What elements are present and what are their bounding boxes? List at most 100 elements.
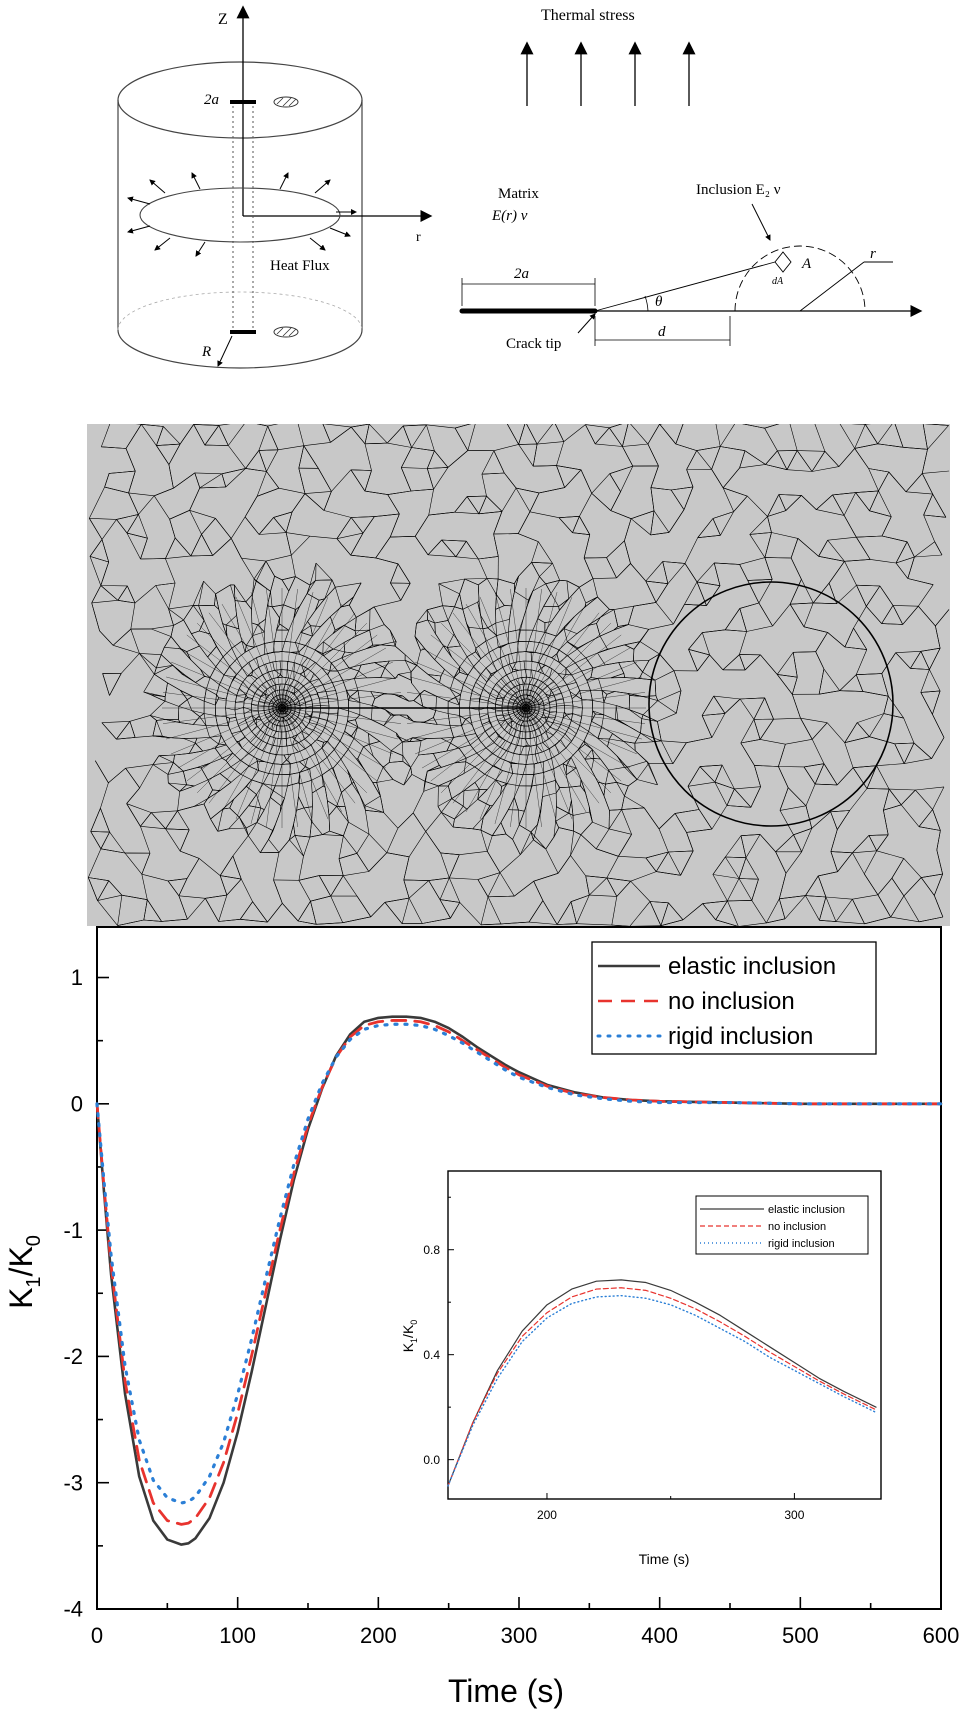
mesh-edge	[281, 592, 314, 709]
mesh-edge	[203, 798, 208, 805]
mesh-edge	[292, 742, 299, 746]
mesh-edge	[555, 700, 557, 707]
mesh-edge	[387, 425, 404, 444]
mesh-edge	[303, 681, 311, 687]
mesh-edge	[517, 695, 521, 699]
mesh-edge	[592, 578, 598, 598]
mesh-edge	[932, 786, 945, 810]
mesh-edge	[297, 424, 305, 446]
mesh-edge	[88, 877, 98, 901]
mesh-edge	[275, 689, 280, 692]
mesh-edge	[278, 702, 281, 705]
mesh-edge	[827, 632, 846, 648]
mesh-edge	[401, 467, 428, 469]
mesh-edge	[513, 700, 516, 704]
mesh-edge	[560, 739, 567, 749]
mesh-edge	[530, 718, 534, 721]
mesh-edge	[228, 725, 232, 734]
mesh-edge	[487, 694, 491, 701]
mesh-edge	[180, 648, 191, 660]
mesh-edge	[523, 660, 526, 670]
mesh-edge	[369, 741, 380, 745]
mesh-edge	[219, 875, 228, 896]
mesh-edge	[852, 767, 868, 789]
mesh-edge	[529, 690, 532, 696]
mesh-edge	[97, 880, 110, 901]
mesh-edge	[426, 424, 456, 429]
mesh-edge	[256, 487, 280, 497]
mesh-edge	[266, 695, 269, 699]
mesh-edge	[818, 540, 828, 557]
mesh-edge	[566, 682, 577, 686]
mesh-edge	[416, 609, 428, 624]
heat-flux-arrows	[127, 172, 357, 257]
mesh-edge	[811, 451, 826, 472]
mesh-edge	[852, 835, 870, 854]
mesh-edge	[272, 707, 277, 709]
mesh-edge	[526, 716, 529, 722]
mesh-edge	[283, 715, 287, 718]
crack-geometry-diagram: Thermal stress Matrix E(r) ν Inclusion E…	[459, 7, 923, 352]
mesh-edge	[536, 734, 542, 738]
mesh-edge	[494, 742, 501, 748]
mesh-edge	[531, 696, 534, 701]
mesh-edge	[344, 806, 349, 823]
mesh-edge	[327, 670, 331, 676]
mesh-edge	[199, 630, 211, 635]
mesh-edge	[287, 709, 292, 711]
mesh-edge	[888, 788, 902, 805]
mesh-edge	[282, 676, 289, 679]
mesh-edge	[286, 744, 293, 747]
mesh-edge	[579, 587, 587, 604]
mesh-edge	[527, 716, 531, 721]
mesh-edge	[675, 809, 700, 814]
mesh-edge	[166, 676, 283, 709]
mesh-edge	[775, 834, 794, 853]
mesh-edge	[269, 721, 273, 724]
mesh-edge	[178, 719, 181, 723]
mesh-edge	[254, 693, 261, 697]
mesh-edge	[242, 681, 250, 689]
mesh-edge	[411, 424, 427, 448]
mesh-edge	[204, 676, 211, 678]
mesh-edge	[481, 472, 505, 475]
mesh-edge	[251, 770, 259, 781]
mesh-edge	[441, 623, 527, 709]
mesh-edge	[790, 538, 799, 559]
mesh-edge	[226, 716, 230, 719]
mesh-edge	[268, 763, 274, 774]
mesh-edge	[409, 740, 422, 742]
mesh-edge	[126, 514, 139, 534]
mesh-edge	[301, 721, 307, 728]
mesh-edge	[226, 624, 239, 630]
mesh-edge	[281, 576, 296, 581]
mesh-edge	[261, 681, 267, 685]
mesh-edge	[514, 591, 529, 601]
mesh-edge	[532, 444, 538, 467]
mesh-edge	[403, 879, 410, 899]
mesh-edge	[455, 696, 460, 706]
mesh-edge	[684, 581, 698, 605]
mesh-edge	[839, 690, 863, 692]
mesh-edge	[261, 740, 268, 744]
mesh-edge	[272, 731, 277, 738]
mesh-edge	[900, 789, 916, 806]
mesh-edge	[375, 557, 399, 565]
mesh-edge	[673, 670, 682, 691]
mesh-edge	[163, 426, 181, 445]
mesh-edge	[165, 828, 181, 852]
mesh-edge	[288, 724, 292, 731]
mesh-edge	[512, 695, 518, 699]
mesh-edge	[198, 605, 205, 621]
mesh-edge	[281, 707, 329, 819]
mesh-edge	[276, 720, 280, 726]
mesh-edge	[895, 541, 908, 564]
mesh-edge	[459, 902, 482, 926]
mesh-edge	[720, 446, 746, 451]
mesh-edge	[288, 712, 291, 715]
mesh-edge	[524, 738, 529, 746]
mesh-edge	[251, 622, 258, 626]
mesh-edge	[803, 626, 828, 633]
mesh-edge	[711, 469, 724, 488]
mesh-edge	[387, 442, 412, 448]
